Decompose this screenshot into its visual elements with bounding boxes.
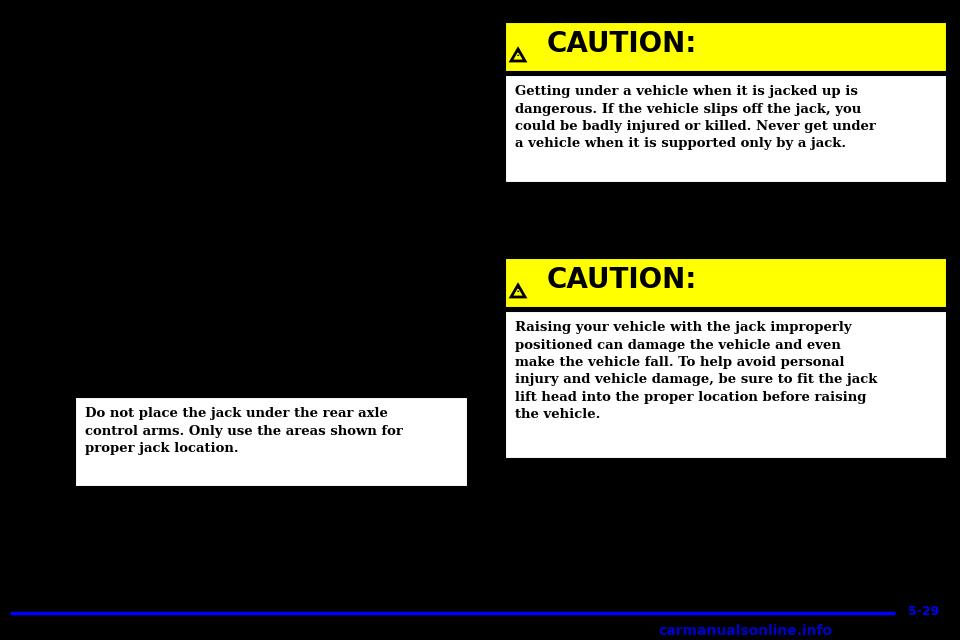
Polygon shape (511, 285, 525, 297)
Text: !: ! (516, 284, 520, 294)
Text: CAUTION:: CAUTION: (547, 266, 697, 294)
FancyBboxPatch shape (0, 0, 502, 600)
FancyBboxPatch shape (505, 258, 947, 308)
FancyBboxPatch shape (505, 22, 947, 72)
FancyBboxPatch shape (505, 311, 947, 459)
Text: !: ! (516, 48, 520, 58)
Text: Raising your vehicle with the jack improperly
positioned can damage the vehicle : Raising your vehicle with the jack impro… (515, 321, 877, 422)
Text: carmanualsonline.info: carmanualsonline.info (658, 624, 832, 638)
Text: Getting under a vehicle when it is jacked up is
dangerous. If the vehicle slips : Getting under a vehicle when it is jacke… (515, 85, 876, 150)
Text: Do not place the jack under the rear axle
control arms. Only use the areas shown: Do not place the jack under the rear axl… (85, 407, 403, 455)
FancyBboxPatch shape (505, 75, 947, 183)
FancyBboxPatch shape (75, 397, 468, 487)
Text: CAUTION:: CAUTION: (547, 30, 697, 58)
Text: 5-29: 5-29 (908, 605, 939, 618)
Polygon shape (511, 49, 525, 61)
